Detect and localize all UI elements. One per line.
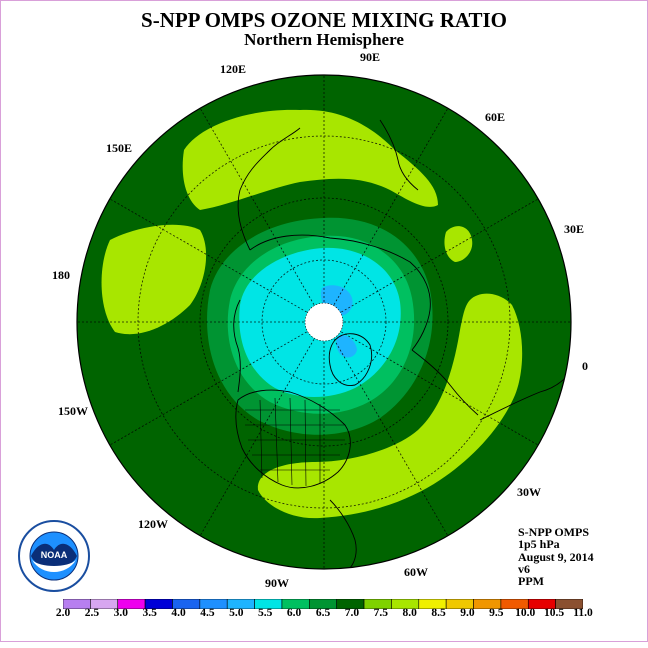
info-version: v6: [518, 561, 530, 576]
coastline-india: [379, 119, 419, 191]
colorbar-label: 8.5: [431, 607, 446, 619]
colorbar-label: 4.0: [171, 607, 186, 619]
lon-label-0: 0: [582, 359, 588, 373]
colorbar-label: 4.5: [200, 607, 215, 619]
lon-label-90e: 90E: [360, 50, 381, 64]
lon-label-90w: 90W: [265, 576, 289, 590]
info-date: August 9, 2014: [518, 549, 594, 564]
colorbar-labels: 2.0 2.5 3.0 3.5 4.0 4.5 5.0 5.5 6.0 6.5 7.0 7.5 8.0 8…: [0, 607, 648, 623]
info-units: PPM: [518, 574, 544, 589]
ozone-patch-low-2: [336, 334, 357, 358]
info-instrument: S-NPP OMPS: [518, 525, 589, 539]
coastline-south-america: [329, 499, 357, 569]
lon-label-30w: 30W: [517, 485, 541, 499]
coastline-asia-east: [237, 127, 301, 251]
map-title: S-NPP OMPS OZONE MIXING RATIO: [141, 8, 507, 32]
lon-label-150e: 150E: [106, 141, 133, 155]
colorbar-label: 9.0: [460, 607, 475, 619]
polar-data-gap: [304, 302, 344, 342]
colorbar-label: 2.0: [55, 607, 71, 619]
info-block: S-NPP OMPS 1p5 hPa August 9, 2014 v6 PPM: [518, 525, 594, 589]
colorbar-label: 8.0: [402, 607, 417, 619]
lon-label-150w: 150W: [58, 404, 88, 418]
coastline-greenland: [328, 333, 373, 386]
info-level: 1p5 hPa: [518, 537, 560, 552]
lon-label-180: 180: [52, 268, 70, 282]
us-state-grid: [245, 397, 345, 487]
colorbar-label: 10.5: [544, 607, 565, 619]
lon-label-120w: 120W: [138, 517, 168, 531]
ozone-patch-siberia-east: [444, 226, 473, 262]
colorbar-label: 7.5: [373, 607, 388, 619]
colorbar-label: 7.0: [344, 607, 360, 619]
coastline-eurasia: [249, 234, 431, 351]
noaa-logo: NOAA: [18, 520, 90, 592]
colorbar-svg: [62, 598, 584, 610]
colorbar: [62, 596, 584, 610]
colorbar-label: 5.0: [229, 607, 244, 619]
colorbar-label: 3.0: [113, 607, 128, 619]
coastline-alaska: [233, 299, 241, 393]
colorbar-label: 10.0: [515, 607, 536, 619]
colorbar-label: 6.0: [286, 607, 302, 619]
colorbar-label: 5.5: [258, 607, 273, 619]
lon-label-60w: 60W: [404, 565, 428, 579]
colorbar-label: 9.5: [489, 607, 504, 619]
coastline-north-america: [235, 389, 351, 489]
colorbar-label: 2.5: [84, 607, 100, 619]
coastline-europe: [411, 349, 479, 416]
colorbar-label: 6.5: [315, 607, 331, 619]
noaa-logo-text: NOAA: [41, 550, 68, 560]
lon-label-120e: 120E: [220, 62, 247, 76]
colorbar-label: 11.0: [573, 607, 593, 619]
map-subtitle: Northern Hemisphere: [244, 30, 404, 49]
colorbar-label: 3.5: [142, 607, 157, 619]
ozone-patch-east-asia: [182, 109, 438, 210]
lon-label-60e: 60E: [485, 110, 506, 124]
lon-label-30e: 30E: [564, 222, 585, 236]
ozone-patch-pacific: [101, 224, 207, 335]
map-border: [76, 74, 572, 570]
